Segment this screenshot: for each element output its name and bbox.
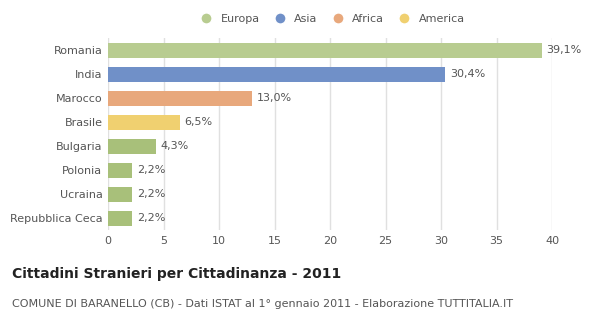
Text: Cittadini Stranieri per Cittadinanza - 2011: Cittadini Stranieri per Cittadinanza - 2… — [12, 268, 341, 281]
Bar — [108, 115, 180, 130]
Text: 13,0%: 13,0% — [257, 93, 292, 103]
Bar — [108, 91, 253, 106]
Text: COMUNE DI BARANELLO (CB) - Dati ISTAT al 1° gennaio 2011 - Elaborazione TUTTITAL: COMUNE DI BARANELLO (CB) - Dati ISTAT al… — [12, 299, 513, 309]
Text: 2,2%: 2,2% — [137, 165, 165, 175]
Bar — [108, 43, 542, 58]
Legend: Europa, Asia, Africa, America: Europa, Asia, Africa, America — [191, 9, 469, 28]
Bar — [108, 67, 445, 82]
Bar — [108, 211, 133, 226]
Text: 2,2%: 2,2% — [137, 189, 165, 199]
Text: 39,1%: 39,1% — [547, 45, 582, 55]
Text: 30,4%: 30,4% — [450, 69, 485, 79]
Text: 4,3%: 4,3% — [160, 141, 188, 151]
Bar — [108, 163, 133, 178]
Bar — [108, 187, 133, 202]
Text: 2,2%: 2,2% — [137, 213, 165, 223]
Text: 6,5%: 6,5% — [185, 117, 213, 127]
Bar — [108, 139, 156, 154]
